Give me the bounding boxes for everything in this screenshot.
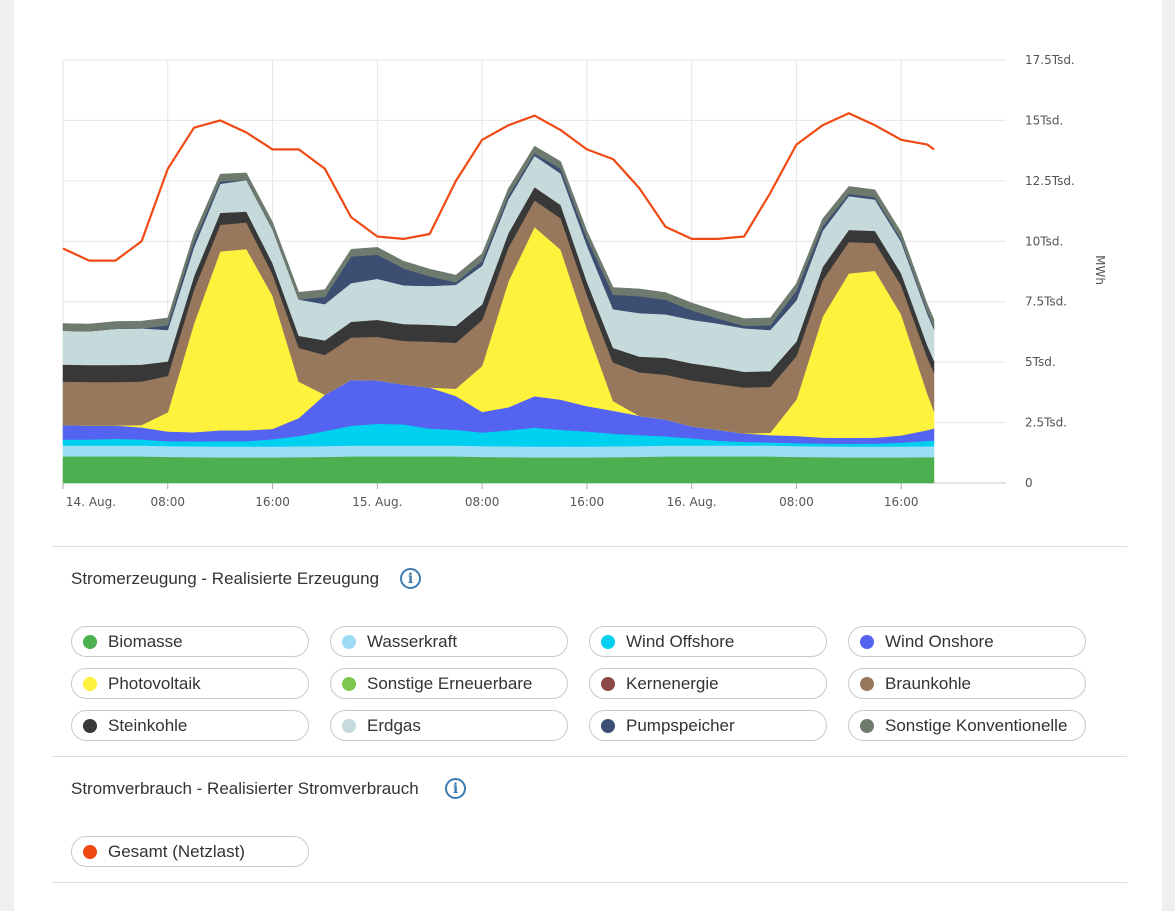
- chart-areas: [62, 145, 935, 484]
- legend-chip-wind-onshore[interactable]: Wind Onshore: [848, 626, 1086, 657]
- legend-chip-biomasse[interactable]: Biomasse: [71, 626, 309, 657]
- y-tick-label: 2.5Tsd.: [1025, 416, 1067, 430]
- legend-chip-wind-offshore[interactable]: Wind Offshore: [589, 626, 827, 657]
- legend-chip-label: Pumpspeicher: [626, 716, 735, 735]
- x-tick-label: 16:00: [255, 495, 290, 509]
- legend-chip-label: Photovoltaik: [108, 674, 201, 693]
- x-tick-label: 16:00: [884, 495, 919, 509]
- area-series-sonstige-konventionelle: [62, 145, 935, 332]
- info-icon[interactable]: i: [445, 778, 466, 799]
- legend-chip-label: Wasserkraft: [367, 632, 458, 651]
- legend-chip-gesamt-netzlast[interactable]: Gesamt (Netzlast): [71, 836, 309, 867]
- x-tick-label: 08:00: [150, 495, 185, 509]
- y-tick-label: 15Tsd.: [1025, 113, 1063, 127]
- info-icon[interactable]: i: [400, 568, 421, 589]
- divider: [52, 546, 1127, 547]
- legend-chip-kernenergie[interactable]: Kernenergie: [589, 668, 827, 699]
- x-tick-label: 16. Aug.: [667, 495, 717, 509]
- legend-color-dot: [83, 677, 97, 691]
- area-series-wasserkraft: [62, 445, 935, 458]
- legend-chip-label: Biomasse: [108, 632, 183, 651]
- legend-chip-label: Braunkohle: [885, 674, 972, 693]
- legend-chip-label: Kernenergie: [626, 674, 719, 693]
- y-axis-label: MWh: [1093, 255, 1107, 285]
- legend-color-dot: [83, 719, 97, 733]
- legend-color-dot: [83, 845, 97, 859]
- y-tick-label: 5Tsd.: [1025, 355, 1056, 369]
- legend-chip-label: Sonstige Erneuerbare: [367, 674, 533, 693]
- y-tick-label: 7.5Tsd.: [1025, 295, 1067, 309]
- legend-chip-wasserkraft[interactable]: Wasserkraft: [330, 626, 568, 657]
- legend-chip-label: Wind Offshore: [626, 632, 735, 651]
- x-tick-label: 15. Aug.: [352, 495, 402, 509]
- legend-chip-sonstige-konventionelle[interactable]: Sonstige Konventionelle: [848, 710, 1086, 741]
- section-title-generation: Stromerzeugung - Realisierte Erzeugung: [71, 569, 380, 588]
- divider: [52, 882, 1127, 883]
- area-series-biomasse: [62, 456, 935, 484]
- legend-color-dot: [601, 635, 615, 649]
- legend-chip-steinkohle[interactable]: Steinkohle: [71, 710, 309, 741]
- y-tick-label: 10Tsd.: [1025, 234, 1063, 248]
- legend-chip-braunkohle[interactable]: Braunkohle: [848, 668, 1086, 699]
- legend-color-dot: [342, 719, 356, 733]
- legend-chip-sonstige-erneuerbare[interactable]: Sonstige Erneuerbare: [330, 668, 568, 699]
- x-tick-label: 08:00: [779, 495, 814, 509]
- section-title-consumption: Stromverbrauch - Realisierter Stromverbr…: [71, 779, 419, 798]
- legend-chip-label: Erdgas: [367, 716, 421, 735]
- legend-color-dot: [860, 677, 874, 691]
- generation-chart: 0 2.5Tsd. 5Tsd. 7.5Tsd. 10Tsd. 12.5Tsd. 15Tsd.…: [62, 53, 1107, 509]
- legend-color-dot: [860, 635, 874, 649]
- legend-chip-label: Sonstige Konventionelle: [885, 716, 1068, 735]
- divider: [52, 756, 1127, 757]
- chart-axes: 0 2.5Tsd. 5Tsd. 7.5Tsd. 10Tsd. 12.5Tsd. 15Tsd.…: [62, 53, 1075, 509]
- legend-color-dot: [601, 677, 615, 691]
- y-tick-label: 17.5Tsd.: [1025, 53, 1075, 67]
- legend-color-dot: [601, 719, 615, 733]
- line-series-gesamt-netzlast-: [62, 112, 935, 262]
- legend-color-dot: [83, 635, 97, 649]
- legend-chip-label: Wind Onshore: [885, 632, 994, 651]
- legend-color-dot: [342, 677, 356, 691]
- y-tick-label: 0: [1025, 476, 1033, 490]
- legend-color-dot: [860, 719, 874, 733]
- x-tick-label: 14. Aug.: [66, 495, 116, 509]
- legend-chip-photovoltaik[interactable]: Photovoltaik: [71, 668, 309, 699]
- legend-chip-label: Gesamt (Netzlast): [108, 842, 245, 861]
- x-tick-label: 16:00: [570, 495, 605, 509]
- legend-chip-pumpspeicher[interactable]: Pumpspeicher: [589, 710, 827, 741]
- x-tick-label: 08:00: [465, 495, 500, 509]
- legend-chip-label: Steinkohle: [108, 716, 188, 735]
- legend-chip-erdgas[interactable]: Erdgas: [330, 710, 568, 741]
- chart-lines: [62, 112, 935, 262]
- chart-svg: 0 2.5Tsd. 5Tsd. 7.5Tsd. 10Tsd. 12.5Tsd. 15Tsd.…: [62, 53, 1107, 509]
- y-tick-label: 12.5Tsd.: [1025, 174, 1075, 188]
- legend-color-dot: [342, 635, 356, 649]
